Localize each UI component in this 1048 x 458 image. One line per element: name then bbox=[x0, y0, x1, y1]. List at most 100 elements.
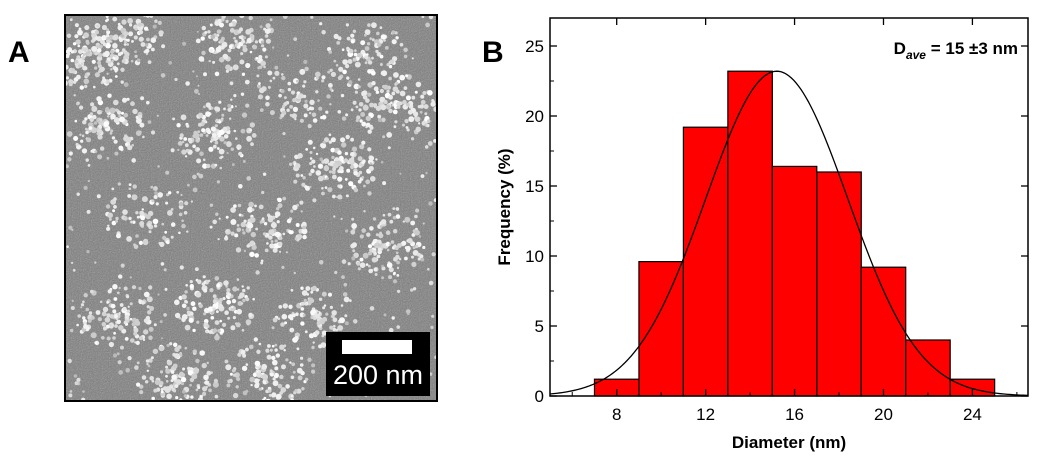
nanoparticle bbox=[284, 321, 288, 325]
nanoparticle bbox=[312, 341, 315, 344]
nanoparticle bbox=[83, 293, 88, 298]
nanoparticle bbox=[390, 101, 393, 105]
nanoparticle bbox=[106, 301, 109, 304]
nanoparticle bbox=[433, 198, 436, 202]
nanoparticle bbox=[388, 76, 392, 81]
nanoparticle bbox=[329, 103, 332, 106]
nanoparticle bbox=[164, 287, 168, 291]
nanoparticle bbox=[373, 103, 378, 108]
nanoparticle bbox=[170, 235, 174, 239]
nanoparticle bbox=[292, 98, 297, 103]
nanoparticle bbox=[154, 191, 158, 196]
nanoparticle bbox=[146, 37, 150, 42]
nanoparticle bbox=[272, 377, 276, 381]
nanoparticle bbox=[369, 162, 373, 165]
nanoparticle bbox=[369, 125, 374, 130]
nanoparticle bbox=[202, 163, 208, 169]
nanoparticle bbox=[371, 22, 377, 29]
nanoparticle bbox=[373, 86, 379, 92]
nanoparticle bbox=[127, 145, 133, 151]
nanoparticle bbox=[85, 130, 89, 135]
nanoparticle bbox=[218, 148, 225, 155]
nanoparticle bbox=[265, 381, 269, 384]
nanoparticle bbox=[309, 99, 315, 106]
nanoparticle bbox=[198, 122, 202, 127]
nanoparticle bbox=[203, 288, 208, 293]
nanoparticle bbox=[419, 104, 425, 109]
nanoparticle bbox=[380, 219, 387, 225]
nanoparticle bbox=[69, 390, 73, 393]
nanoparticle bbox=[327, 47, 332, 52]
nanoparticle bbox=[113, 205, 117, 209]
nanoparticle bbox=[249, 217, 256, 223]
x-axis-title: Diameter (nm) bbox=[732, 433, 846, 452]
nanoparticle bbox=[343, 296, 350, 303]
nanoparticle bbox=[332, 327, 337, 332]
nanoparticle bbox=[186, 124, 190, 128]
nanoparticle bbox=[106, 30, 111, 35]
nanoparticle bbox=[187, 183, 190, 187]
nanoparticle bbox=[350, 229, 356, 235]
nanoparticle bbox=[327, 292, 333, 297]
nanoparticle bbox=[318, 107, 322, 111]
nanoparticle bbox=[84, 80, 88, 84]
nanoparticle bbox=[312, 198, 317, 203]
nanoparticle bbox=[291, 329, 294, 333]
nanoparticle bbox=[282, 16, 288, 19]
x-tick-label: 24 bbox=[963, 405, 982, 424]
nanoparticle bbox=[369, 306, 375, 311]
nanoparticle bbox=[332, 194, 336, 199]
nanoparticle bbox=[337, 150, 342, 155]
nanoparticle bbox=[159, 241, 165, 247]
nanoparticle bbox=[270, 222, 277, 229]
nanoparticle bbox=[112, 309, 117, 314]
nanoparticle bbox=[333, 324, 336, 328]
nanoparticle bbox=[179, 265, 184, 270]
nanoparticle bbox=[280, 89, 285, 94]
nanoparticle bbox=[367, 83, 370, 86]
nanoparticle bbox=[165, 380, 169, 383]
nanoparticle bbox=[304, 330, 308, 334]
nanoparticle bbox=[201, 50, 206, 56]
nanoparticle bbox=[237, 147, 240, 150]
x-tick-label: 16 bbox=[785, 405, 804, 424]
nanoparticle bbox=[354, 90, 358, 94]
nanoparticle bbox=[411, 233, 416, 237]
nanoparticle bbox=[90, 332, 97, 339]
nanoparticle bbox=[163, 268, 167, 272]
nanoparticle bbox=[414, 229, 420, 236]
nanoparticle bbox=[257, 66, 261, 70]
nanoparticle bbox=[301, 182, 306, 187]
nanoparticle bbox=[382, 135, 386, 139]
nanoparticle bbox=[381, 264, 384, 268]
nanoparticle bbox=[362, 104, 369, 111]
nanoparticle bbox=[93, 38, 96, 42]
nanoparticle bbox=[361, 121, 367, 127]
nanoparticle bbox=[390, 240, 395, 244]
nanoparticle bbox=[304, 302, 307, 306]
nanoparticle bbox=[143, 26, 149, 31]
nanoparticle bbox=[265, 95, 270, 101]
nanoparticle bbox=[170, 370, 175, 374]
nanoparticle bbox=[184, 155, 188, 158]
nanoparticle bbox=[172, 117, 175, 121]
nanoparticle bbox=[81, 134, 85, 138]
nanoparticle bbox=[273, 372, 279, 379]
nanoparticle bbox=[151, 47, 155, 52]
nanoparticle bbox=[139, 390, 144, 395]
nanoparticle bbox=[181, 149, 187, 155]
nanoparticle bbox=[91, 46, 98, 52]
nanoparticle bbox=[359, 119, 363, 123]
nanoparticle bbox=[230, 147, 234, 151]
nanoparticle bbox=[366, 232, 371, 237]
nanoparticle bbox=[265, 398, 271, 400]
nanoparticle bbox=[150, 37, 157, 43]
nanoparticle bbox=[433, 139, 436, 143]
nanoparticle bbox=[299, 363, 304, 367]
nanoparticle bbox=[66, 76, 69, 80]
nanoparticle bbox=[90, 289, 94, 294]
nanoparticle bbox=[361, 228, 367, 233]
nanoparticle bbox=[106, 36, 111, 41]
nanoparticle bbox=[328, 133, 332, 136]
nanoparticle bbox=[165, 201, 169, 205]
